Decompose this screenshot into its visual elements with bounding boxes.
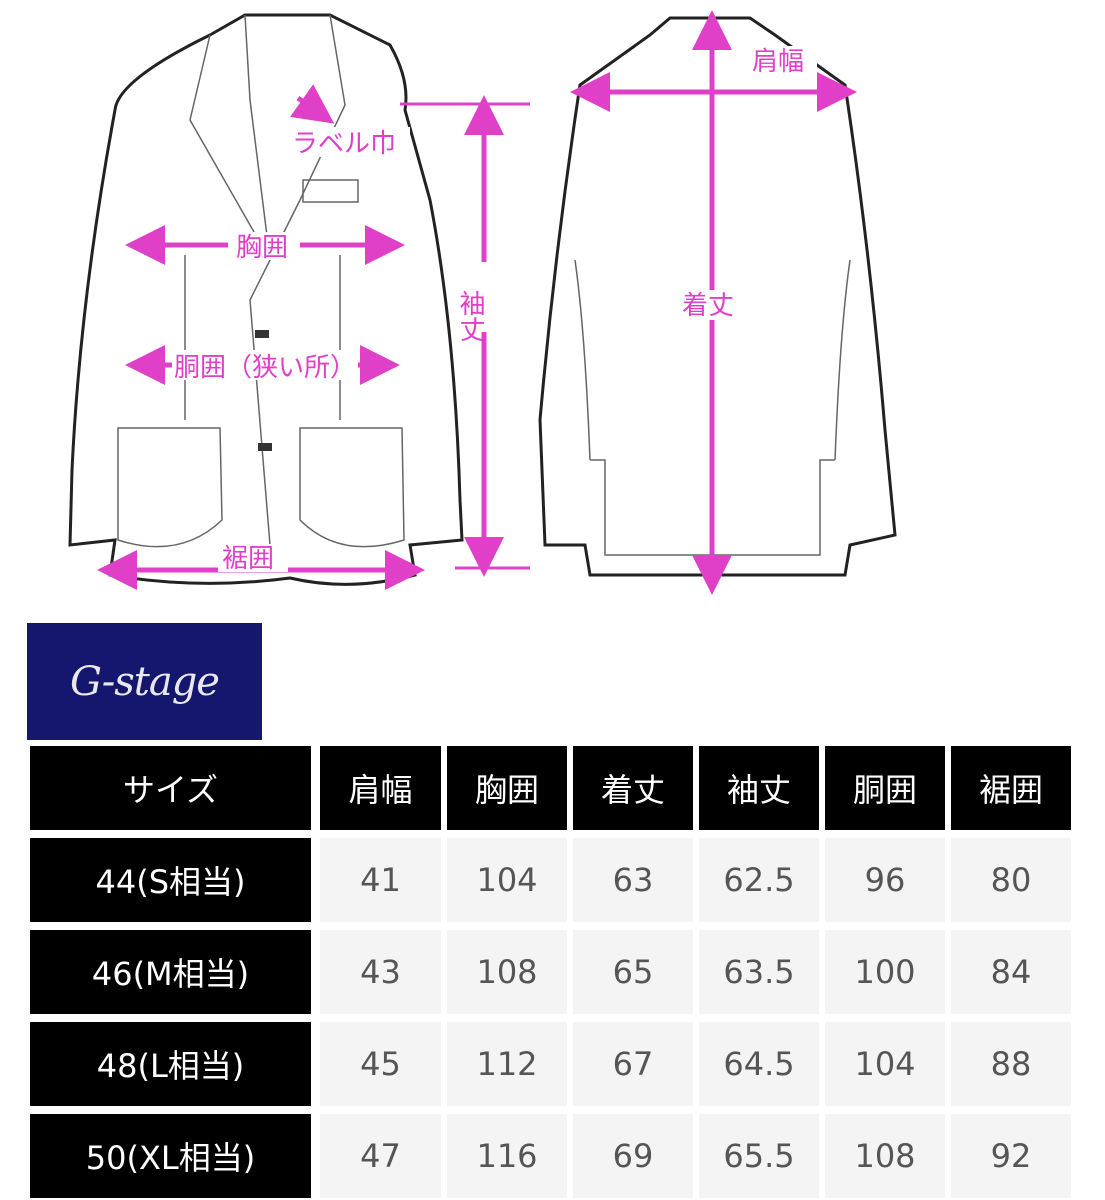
value-cell: 64.5 <box>699 1022 819 1106</box>
value-cell: 62.5 <box>699 838 819 922</box>
header-cell: 胸囲 <box>447 746 567 830</box>
label-sleeve-length: 袖丈 <box>455 290 485 342</box>
size-label-cell: 50(XL相当) <box>30 1114 311 1198</box>
logo-text: G-stage <box>70 658 220 705</box>
value-cell: 41 <box>320 838 441 922</box>
size-label-cell: 44(S相当) <box>30 838 311 922</box>
value-cell: 47 <box>320 1114 441 1198</box>
value-cell: 104 <box>447 838 567 922</box>
jacket-front-drawing <box>68 13 464 586</box>
header-cell: 胴囲 <box>825 746 945 830</box>
label-hem: 裾囲 <box>222 544 274 574</box>
label-chest: 胸囲 <box>236 233 288 263</box>
value-cell: 108 <box>825 1114 945 1198</box>
value-cell: 45 <box>320 1022 441 1106</box>
label-length: 着丈 <box>682 291 734 321</box>
value-cell: 100 <box>825 930 945 1014</box>
value-cell: 65 <box>573 930 693 1014</box>
size-label-cell: 46(M相当) <box>30 930 311 1014</box>
header-cell: 裾囲 <box>951 746 1071 830</box>
header-cell: 肩幅 <box>320 746 441 830</box>
header-cell: 袖丈 <box>699 746 819 830</box>
value-cell: 80 <box>951 838 1071 922</box>
value-cell: 67 <box>573 1022 693 1106</box>
value-cell: 63.5 <box>699 930 819 1014</box>
value-cell: 92 <box>951 1114 1071 1198</box>
value-cell: 63 <box>573 838 693 922</box>
value-cell: 112 <box>447 1022 567 1106</box>
jacket-measurement-diagram: ラベル巾 胸囲 胴囲（狭い所） 裾囲 袖丈 肩幅 着丈 <box>68 9 897 595</box>
value-cell: 65.5 <box>699 1114 819 1198</box>
label-lapel-width: ラベル巾 <box>292 129 396 159</box>
value-cell: 88 <box>951 1022 1071 1106</box>
label-waist: 胴囲（狭い所） <box>174 353 356 383</box>
header-cell: 着丈 <box>573 746 693 830</box>
size-label-cell: 48(L相当) <box>30 1022 311 1106</box>
brand-logo: G-stage <box>27 623 262 740</box>
header-cell: サイズ <box>30 746 311 830</box>
value-cell: 96 <box>825 838 945 922</box>
value-cell: 108 <box>447 930 567 1014</box>
value-cell: 84 <box>951 930 1071 1014</box>
value-cell: 69 <box>573 1114 693 1198</box>
label-shoulder-width: 肩幅 <box>752 47 804 77</box>
value-cell: 104 <box>825 1022 945 1106</box>
lapel-arrow <box>290 84 335 124</box>
value-cell: 43 <box>320 930 441 1014</box>
value-cell: 116 <box>447 1114 567 1198</box>
